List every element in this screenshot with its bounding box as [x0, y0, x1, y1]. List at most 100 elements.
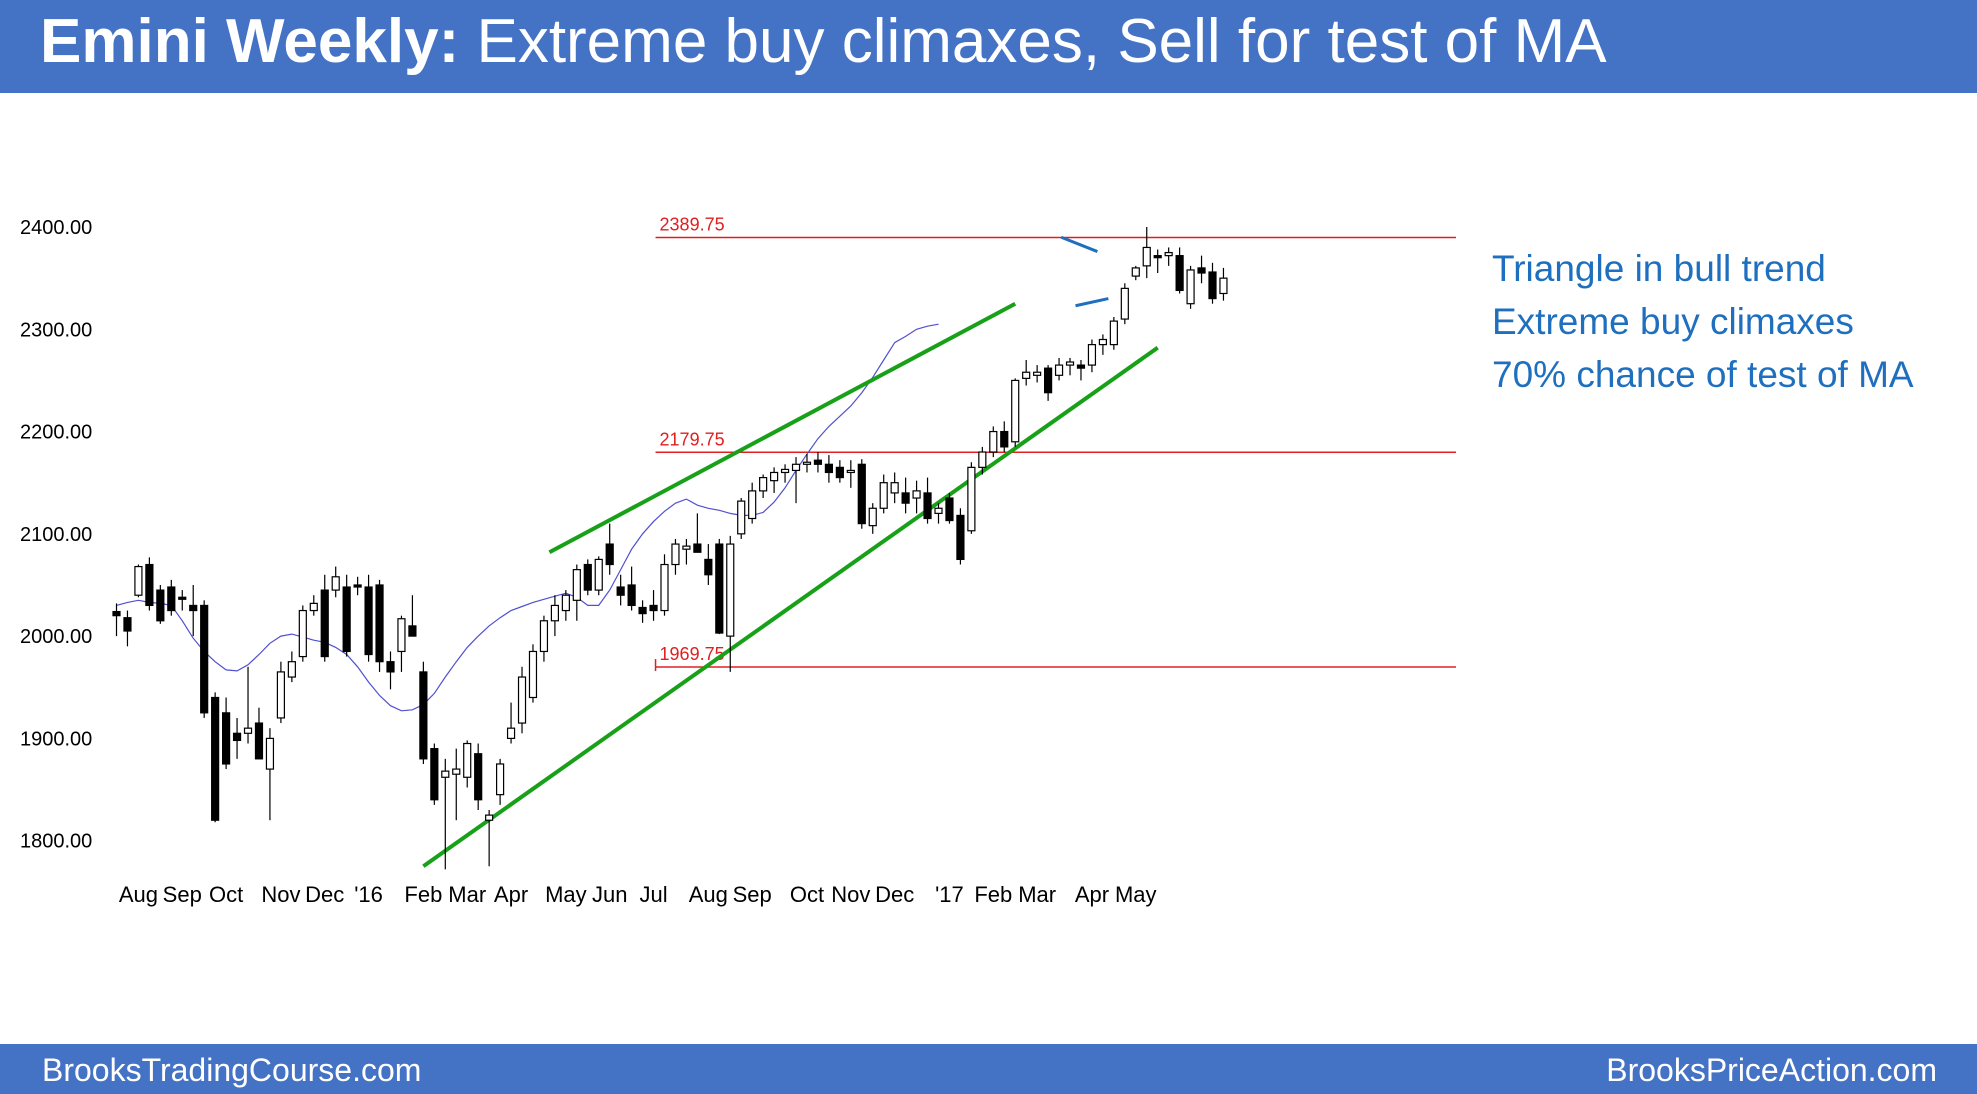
- price-level-label: 2389.75: [660, 214, 725, 234]
- candle-body: [846, 469, 855, 474]
- y-tick-label: 1800.00: [20, 831, 92, 853]
- candle-body: [1186, 269, 1195, 305]
- candle-body: [572, 569, 581, 601]
- y-tick-label: 2100.00: [20, 524, 92, 546]
- candle-body: [1164, 251, 1173, 257]
- x-tick-label: '16: [354, 882, 383, 907]
- x-tick-label: Apr: [1075, 882, 1109, 907]
- candle-body: [375, 584, 384, 663]
- candle-body: [298, 609, 307, 658]
- candle-body: [287, 661, 296, 678]
- x-tick-label: Mar: [448, 882, 486, 907]
- candle-body: [178, 596, 187, 600]
- candle-body: [200, 604, 209, 714]
- candle-body: [189, 604, 198, 612]
- candle-body: [342, 586, 351, 653]
- x-tick-label: Oct: [209, 882, 243, 907]
- candle-body: [112, 610, 121, 617]
- x-tick-label: Feb: [404, 882, 442, 907]
- x-tick-label: '17: [935, 882, 964, 907]
- candle-body: [934, 507, 943, 514]
- candle-body: [1043, 367, 1053, 394]
- candle-body: [583, 563, 592, 591]
- title-rest: Extreme buy climaxes, Sell for test of M…: [459, 7, 1607, 76]
- candle-body: [890, 482, 899, 494]
- x-tick-label: Nov: [261, 882, 300, 907]
- candle-body: [145, 563, 154, 607]
- candle-body: [320, 589, 329, 658]
- candle-body: [715, 543, 724, 634]
- candle-body: [134, 565, 143, 596]
- candle-body: [945, 497, 954, 522]
- y-tick-label: 2400.00: [20, 217, 92, 239]
- note-line: Extreme buy climaxes: [1492, 301, 1854, 342]
- candle-body: [211, 696, 220, 821]
- candle-body: [726, 543, 735, 637]
- candle-body: [408, 625, 417, 637]
- candle-body: [419, 671, 428, 760]
- candle-body: [824, 463, 834, 474]
- x-tick-label: Sep: [733, 882, 772, 907]
- triangle-upper-line: [1060, 235, 1098, 253]
- candle-body: [1076, 364, 1086, 369]
- x-tick-label: Aug: [689, 882, 728, 907]
- y-tick-label: 1900.00: [20, 728, 92, 750]
- x-tick-label: Apr: [494, 882, 528, 907]
- x-tick-label: Mar: [1018, 882, 1056, 907]
- candle-body: [1197, 267, 1206, 274]
- candle-body: [1054, 364, 1064, 376]
- candle-body: [156, 589, 165, 622]
- candle-body: [802, 461, 812, 465]
- footer-bar: BrooksTradingCourse.com BrooksPriceActio…: [0, 1044, 1977, 1094]
- candle-body: [901, 492, 910, 504]
- candle-body: [123, 617, 132, 632]
- candle-body: [243, 727, 253, 734]
- x-tick-label: May: [1115, 882, 1157, 907]
- candle-body: [649, 604, 658, 612]
- title-banner: Emini Weekly: Extreme buy climaxes, Sell…: [0, 0, 1977, 93]
- candle-body: [485, 814, 494, 821]
- candle-body: [769, 471, 779, 482]
- candle-body: [232, 732, 242, 742]
- candle-body: [1219, 277, 1228, 295]
- candle-body: [605, 543, 614, 566]
- candle-body: [364, 586, 373, 656]
- candle-body: [1175, 255, 1184, 292]
- candle-body: [1022, 371, 1031, 379]
- candle-body: [693, 543, 702, 553]
- candle-body: [967, 466, 976, 532]
- price-chart: 1800.00 1900.00 2000.00 2100.00 2200.00 2300.…: [20, 214, 1456, 907]
- candle-body: [671, 543, 680, 566]
- candle-body: [496, 763, 505, 796]
- x-tick-label: Dec: [875, 882, 914, 907]
- x-tick-label: Feb: [974, 882, 1012, 907]
- candle-body: [430, 748, 439, 801]
- footer-right-link[interactable]: BrooksPriceAction.com: [1606, 1052, 1937, 1088]
- candle-body: [1065, 361, 1075, 366]
- x-tick-label: Jul: [639, 882, 667, 907]
- candle-body: [1011, 379, 1020, 443]
- candle-body: [528, 650, 538, 699]
- y-tick-label: 2300.00: [20, 319, 92, 341]
- candle-body: [222, 712, 231, 765]
- candle-body: [550, 604, 560, 622]
- candle-body: [813, 459, 823, 465]
- candle-body: [616, 586, 625, 596]
- candle-body: [265, 737, 275, 770]
- candle-body: [627, 584, 636, 607]
- price-level-label: 1969.75: [660, 644, 725, 664]
- candle-body: [386, 661, 395, 673]
- trendline: [422, 346, 1159, 868]
- candle-body: [353, 584, 362, 588]
- candle-body: [517, 676, 527, 724]
- candle-body: [397, 618, 406, 653]
- candle-body: [254, 722, 264, 760]
- candle-body: [1131, 267, 1140, 277]
- x-tick-label: Aug: [119, 882, 158, 907]
- trendline: [548, 301, 1017, 555]
- candle-body: [452, 768, 461, 775]
- footer-left-link[interactable]: BrooksTradingCourse.com: [42, 1052, 422, 1088]
- x-tick-label: Jun: [592, 882, 627, 907]
- candle-body: [857, 463, 866, 525]
- candle-body: [638, 606, 647, 615]
